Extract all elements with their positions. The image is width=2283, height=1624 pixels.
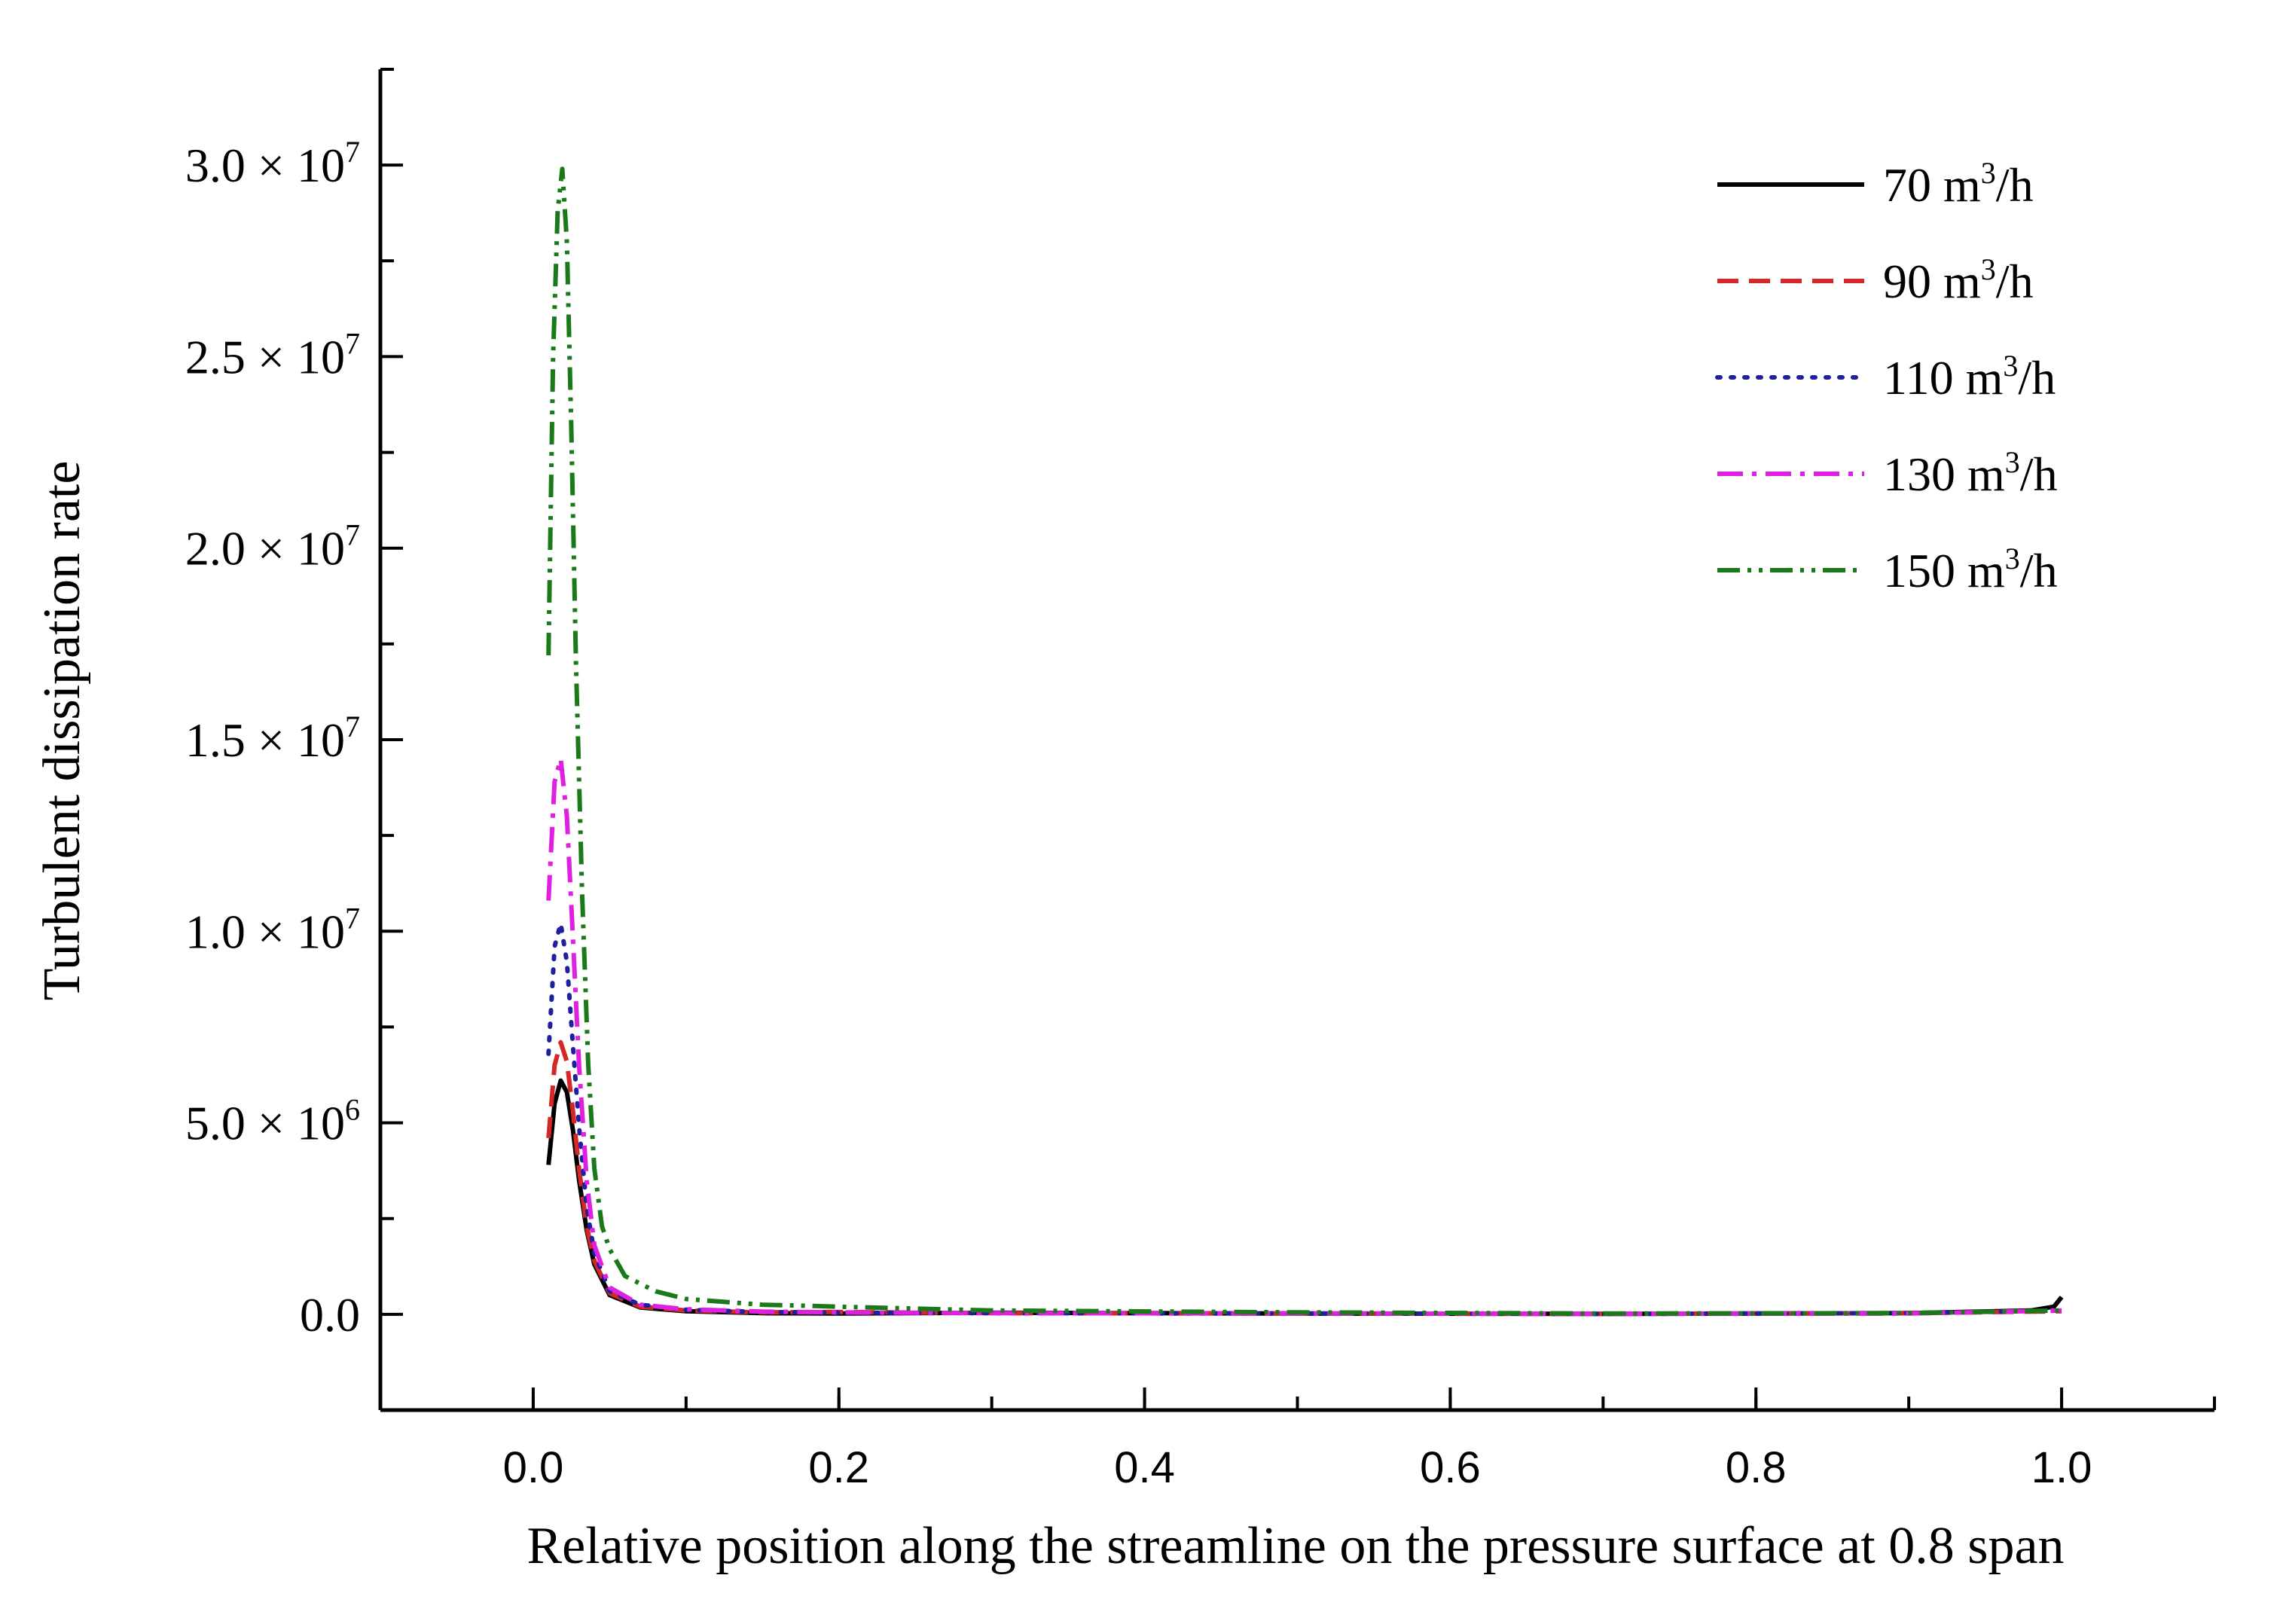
x-tick-label: 0.2 <box>808 1443 869 1492</box>
y-tick-exponent: 7 <box>345 326 360 360</box>
y-tick-exponent: 6 <box>345 1093 360 1127</box>
y-tick-mantissa: 1.5 × 10 <box>185 713 345 767</box>
legend-label-90: 90 m3/h <box>1883 252 2034 308</box>
y-tick-label: 2.5 × 107 <box>185 326 360 383</box>
y-tick-label: 1.5 × 107 <box>185 710 360 767</box>
x-tick-label: 0.8 <box>1726 1443 1787 1492</box>
y-tick-exponent: 7 <box>345 518 360 552</box>
y-tick-mantissa: 3.0 × 10 <box>185 139 345 192</box>
legend: 70 m3/h 90 m3/h 110 m3/h 130 m3/h 150 m3/h <box>1715 156 2058 597</box>
y-tick-label: 3.0 × 107 <box>185 135 360 192</box>
y-tick-exponent: 7 <box>345 710 360 743</box>
plot-series <box>546 166 2065 1317</box>
y-tick-mantissa: 5.0 × 10 <box>185 1097 345 1150</box>
x-tick-label: 1.0 <box>2031 1443 2092 1492</box>
legend-label-130: 130 m3/h <box>1883 445 2058 501</box>
series-line-150 <box>546 166 2062 1316</box>
y-tick-mantissa: 1.0 × 10 <box>185 905 345 958</box>
y-tick-label: 5.0 × 106 <box>185 1093 360 1150</box>
legend-label-70: 70 m3/h <box>1883 156 2034 212</box>
y-tick-mantissa: 2.0 × 10 <box>185 522 345 575</box>
x-axis-ticks: 0.0 0.2 0.4 0.6 0.8 1.0 <box>379 1387 2216 1492</box>
y-tick-label: 1.0 × 107 <box>185 901 360 958</box>
x-axis-title: Relative position along the streamline o… <box>526 1517 2064 1575</box>
y-tick-label: 0.0 <box>300 1288 360 1342</box>
y-tick-exponent: 7 <box>345 135 360 169</box>
y-tick-label: 2.0 × 107 <box>185 518 360 575</box>
x-tick-label: 0.0 <box>503 1443 564 1492</box>
y-tick-mantissa: 2.5 × 10 <box>185 330 345 383</box>
y-tick-mantissa: 0.0 <box>300 1288 360 1342</box>
x-tick-label: 0.4 <box>1114 1443 1175 1492</box>
y-axis-title: Turbulent dissipation rate <box>33 461 91 1001</box>
legend-label-110: 110 m3/h <box>1883 349 2056 404</box>
y-tick-exponent: 7 <box>345 901 360 935</box>
x-tick-label: 0.6 <box>1420 1443 1481 1492</box>
legend-label-150: 150 m3/h <box>1883 542 2058 597</box>
